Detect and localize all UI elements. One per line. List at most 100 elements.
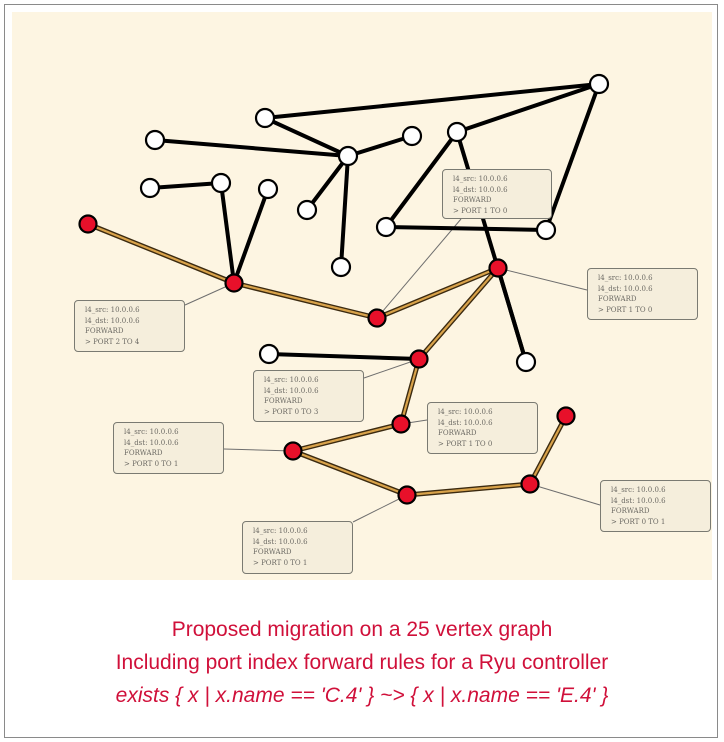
vertex	[401, 125, 423, 147]
graph-edge	[219, 181, 236, 285]
graph-edge	[346, 134, 414, 158]
vertex	[210, 172, 232, 194]
rule-action: FORWARD	[598, 295, 637, 303]
rule-port: > PORT 2 TO 4	[85, 337, 140, 346]
rule-dst: l4_dst: 10.0.0.6	[438, 418, 493, 427]
rule-port: > PORT 0 TO 3	[264, 407, 319, 416]
active-vertex	[391, 414, 411, 434]
rule-src: l4_src: 10.0.0.6	[453, 175, 508, 183]
rule-port: > PORT 1 TO 0	[453, 206, 508, 215]
migration-edge	[405, 482, 532, 497]
rule-link-line	[223, 448, 294, 452]
vertex	[257, 178, 279, 200]
active-vertex	[488, 258, 508, 278]
migration-edge	[291, 449, 409, 497]
rule-link-line	[376, 218, 462, 319]
rule-box: l4_src: 10.0.0.6 l4_dst: 10.0.0.6 FORWAR…	[242, 521, 353, 574]
rule-port: > PORT 1 TO 0	[438, 439, 493, 448]
rule-dst: l4_dst: 10.0.0.6	[124, 438, 179, 447]
rule-action: FORWARD	[253, 548, 292, 556]
vertex	[139, 177, 161, 199]
active-vertex	[556, 406, 576, 426]
graph-edge	[544, 82, 601, 232]
rule-port: > PORT 1 TO 0	[598, 305, 653, 314]
graph-edge	[267, 352, 421, 361]
caption-formula: exists { x | x.name == 'C.4' } ~> { x | …	[115, 684, 609, 707]
vertex	[588, 73, 610, 95]
migration-edge	[417, 266, 500, 361]
vertex	[296, 199, 318, 221]
graph-edge	[455, 82, 601, 134]
vertex	[446, 121, 468, 143]
caption-title: Proposed migration on a 25 vertex graph	[171, 618, 553, 641]
rule-port: > PORT 0 TO 1	[124, 459, 179, 468]
active-vertex	[224, 273, 244, 293]
rule-port: > PORT 0 TO 1	[611, 517, 666, 526]
active-vertex	[78, 214, 98, 234]
rule-action: FORWARD	[611, 507, 650, 515]
active-vertex	[397, 485, 417, 505]
rule-src: l4_src: 10.0.0.6	[253, 527, 308, 535]
active-vertex	[409, 349, 429, 369]
migration-edge	[86, 222, 236, 285]
rule-action: FORWARD	[453, 196, 492, 204]
vertex	[144, 129, 166, 151]
rule-box: l4_src: 10.0.0.6 l4_dst: 10.0.0.6 FORWAR…	[600, 480, 711, 532]
rule-action: FORWARD	[85, 327, 124, 335]
graph-nodes	[78, 73, 610, 505]
migration-edge	[232, 281, 379, 320]
graph-edge	[305, 154, 350, 212]
rule-src: l4_src: 10.0.0.6	[438, 408, 493, 416]
graph-edge	[153, 138, 350, 158]
rule-link-line	[352, 494, 408, 523]
rule-src: l4_src: 10.0.0.6	[124, 428, 179, 436]
graph-edge	[232, 187, 270, 285]
rule-src: l4_src: 10.0.0.6	[85, 306, 140, 314]
caption-subtitle: Including port index forward rules for a…	[115, 651, 609, 674]
rule-box: l4_src: 10.0.0.6 l4_dst: 10.0.0.6 FORWAR…	[442, 169, 552, 219]
rule-dst: l4_dst: 10.0.0.6	[253, 537, 308, 546]
rule-link-line	[363, 358, 420, 379]
active-vertex	[367, 308, 387, 328]
vertex	[330, 256, 352, 278]
vertex	[258, 343, 280, 365]
graph-edge	[384, 225, 548, 232]
rule-dst: l4_dst: 10.0.0.6	[611, 496, 666, 505]
vertex	[254, 107, 276, 129]
migration-edge	[399, 357, 421, 426]
vertex	[515, 351, 537, 373]
rule-action: FORWARD	[124, 449, 163, 457]
rule-link-line	[497, 267, 588, 291]
migration-edge	[528, 414, 568, 486]
rule-dst: l4_dst: 10.0.0.6	[453, 185, 508, 194]
rule-dst: l4_dst: 10.0.0.6	[85, 316, 140, 325]
rule-src: l4_src: 10.0.0.6	[611, 486, 666, 494]
active-vertex	[520, 474, 540, 494]
rule-box: l4_src: 10.0.0.6 l4_dst: 10.0.0.6 FORWAR…	[253, 370, 364, 422]
migration-edge	[291, 422, 403, 453]
rule-links	[184, 218, 601, 523]
graph-edge	[263, 82, 601, 120]
rule-box: l4_src: 10.0.0.6 l4_dst: 10.0.0.6 FORWAR…	[113, 422, 224, 474]
graph-edge	[384, 130, 459, 229]
graph-edge	[148, 181, 223, 190]
migration-edge	[375, 266, 500, 320]
rule-dst: l4_dst: 10.0.0.6	[598, 284, 653, 293]
graph-edge	[496, 266, 528, 364]
graph-edges	[85, 82, 601, 498]
rule-dst: l4_dst: 10.0.0.6	[264, 386, 319, 395]
rule-box: l4_src: 10.0.0.6 l4_dst: 10.0.0.6 FORWAR…	[587, 268, 698, 320]
vertex	[375, 216, 397, 238]
vertex	[337, 145, 359, 167]
rule-src: l4_src: 10.0.0.6	[598, 274, 653, 282]
rule-link-line	[529, 483, 601, 506]
graph-edge	[263, 116, 350, 158]
rule-box: l4_src: 10.0.0.6 l4_dst: 10.0.0.6 FORWAR…	[74, 300, 185, 352]
vertex	[535, 219, 557, 241]
rule-port: > PORT 0 TO 1	[253, 558, 308, 567]
rule-box: l4_src: 10.0.0.6 l4_dst: 10.0.0.6 FORWAR…	[427, 402, 538, 454]
active-vertex	[283, 441, 303, 461]
graph-edge	[339, 154, 350, 269]
rule-action: FORWARD	[438, 429, 477, 437]
